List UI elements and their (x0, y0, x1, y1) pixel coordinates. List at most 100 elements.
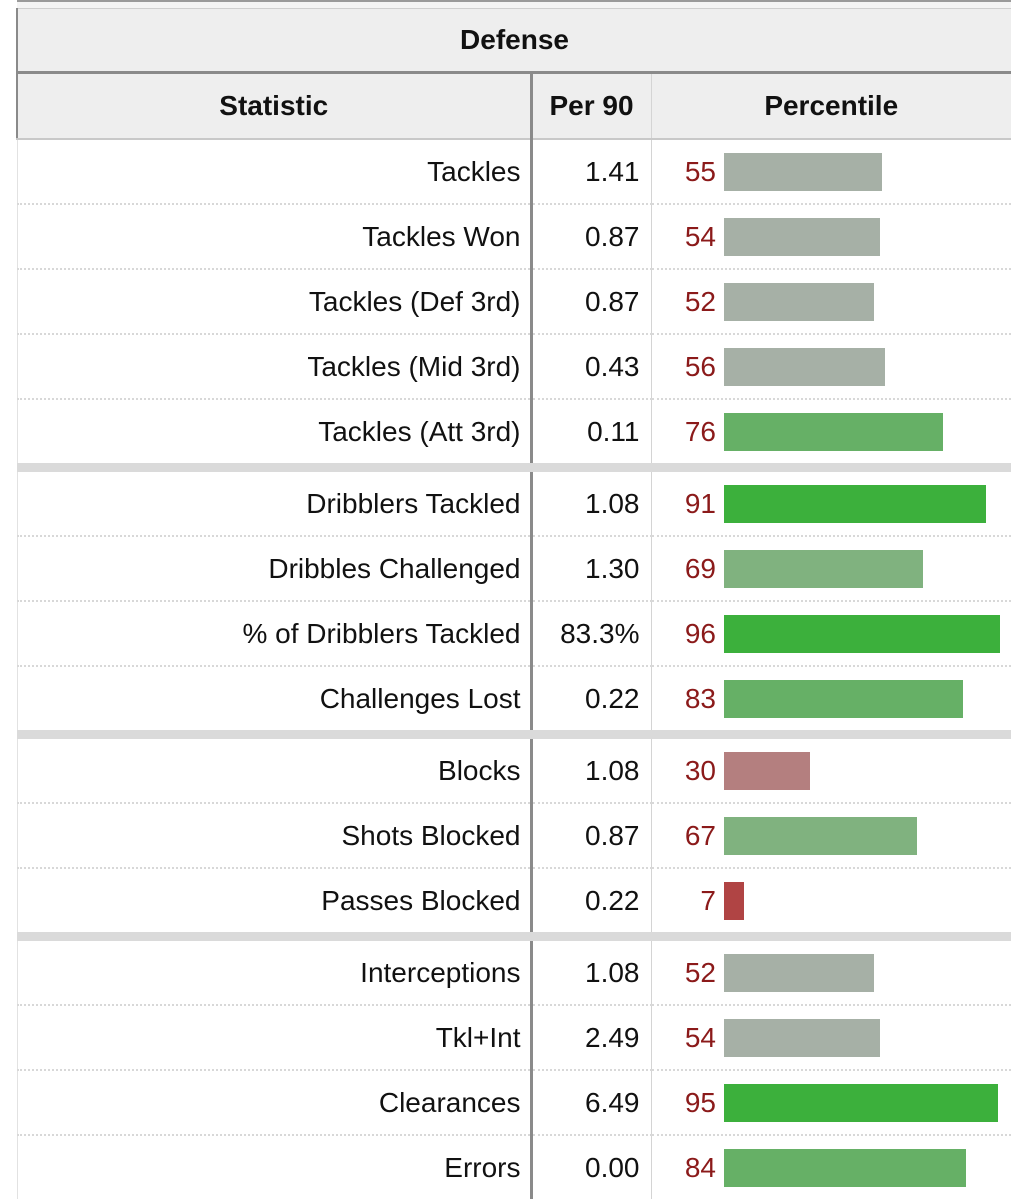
column-header-statistic[interactable]: Statistic (16, 72, 533, 140)
percentile-value: 76 (684, 415, 716, 447)
percentile-cell: 95 (651, 1070, 1011, 1136)
percentile-value: 84 (684, 1151, 716, 1183)
statistic-name[interactable]: Tkl+Int (16, 1005, 533, 1071)
table-row: Tackles (Mid 3rd) 0.43 56 (16, 334, 1011, 400)
per90-value: 0.87 (531, 204, 652, 270)
group-separator-cell (17, 463, 1011, 472)
percentile-bar (723, 1083, 998, 1122)
statistic-name[interactable]: % of Dribblers Tackled (16, 601, 533, 667)
group-separator (17, 463, 1011, 472)
table-row: Passes Blocked 0.22 7 (16, 868, 1011, 932)
percentile-value: 91 (684, 487, 716, 519)
top-border-strip (17, 0, 1011, 9)
percentile-bar (723, 217, 880, 256)
percentile-cell: 30 (651, 739, 1011, 804)
per90-value: 0.87 (531, 803, 652, 869)
percentile-cell: 91 (651, 472, 1011, 537)
table-row: Tackles 1.41 55 (16, 139, 1011, 205)
percentile-value: 52 (684, 956, 716, 988)
percentile-cell: 52 (651, 269, 1011, 335)
per90-value: 0.00 (531, 1135, 652, 1199)
percentile-bar (723, 881, 744, 920)
statistic-name[interactable]: Clearances (16, 1070, 533, 1136)
percentile-cell: 55 (651, 139, 1011, 205)
percentile-value: 69 (684, 552, 716, 584)
percentile-bar (723, 347, 885, 386)
group-separator-cell (17, 730, 1011, 739)
percentile-value: 96 (684, 617, 716, 649)
percentile-bar (723, 282, 874, 321)
per90-value: 0.43 (531, 334, 652, 400)
percentile-bar (723, 816, 917, 855)
statistic-name[interactable]: Interceptions (16, 941, 533, 1006)
per90-value: 1.08 (531, 739, 652, 804)
top-strip-cell (17, 0, 1011, 9)
percentile-value: 67 (684, 819, 716, 851)
per90-value: 0.11 (531, 399, 652, 463)
column-header-percentile[interactable]: Percentile (651, 72, 1011, 140)
percentile-bar (723, 1018, 880, 1057)
percentile-value: 55 (684, 155, 716, 187)
group-separator (17, 932, 1011, 941)
per90-value: 1.30 (531, 536, 652, 602)
percentile-value: 95 (684, 1086, 716, 1118)
table-row: Interceptions 1.08 52 (16, 941, 1011, 1006)
percentile-value: 83 (684, 682, 716, 714)
table-row: Tackles Won 0.87 54 (16, 204, 1011, 270)
percentile-value: 30 (684, 754, 716, 786)
percentile-value: 56 (684, 350, 716, 382)
statistic-name[interactable]: Passes Blocked (16, 868, 533, 932)
percentile-cell: 56 (651, 334, 1011, 400)
statistic-name[interactable]: Errors (16, 1135, 533, 1199)
per90-value: 83.3% (531, 601, 652, 667)
table-row: Clearances 6.49 95 (16, 1070, 1011, 1136)
statistic-name[interactable]: Tackles (Att 3rd) (16, 399, 533, 463)
percentile-cell: 83 (651, 666, 1011, 730)
table-row: Tkl+Int 2.49 54 (16, 1005, 1011, 1071)
statistic-name[interactable]: Dribbles Challenged (16, 536, 533, 602)
per90-value: 1.08 (531, 472, 652, 537)
statistic-name[interactable]: Dribblers Tackled (16, 472, 533, 537)
statistic-name[interactable]: Blocks (16, 739, 533, 804)
percentile-value: 52 (684, 285, 716, 317)
percentile-value: 54 (684, 1021, 716, 1053)
percentile-cell: 76 (651, 399, 1011, 463)
table-row: Tackles (Att 3rd) 0.11 76 (16, 399, 1011, 463)
statistic-name[interactable]: Tackles Won (16, 204, 533, 270)
statistic-name[interactable]: Tackles (Mid 3rd) (16, 334, 533, 400)
percentile-cell: 54 (651, 204, 1011, 270)
table-row: Shots Blocked 0.87 67 (16, 803, 1011, 869)
statistic-name[interactable]: Tackles (16, 139, 533, 205)
group-separator-cell (17, 932, 1011, 941)
percentile-cell: 52 (651, 941, 1011, 1006)
statistic-name[interactable]: Shots Blocked (16, 803, 533, 869)
table-row: % of Dribblers Tackled 83.3% 96 (16, 601, 1011, 667)
per90-value: 0.22 (531, 666, 652, 730)
percentile-cell: 7 (651, 868, 1011, 932)
percentile-bar (723, 412, 943, 451)
column-header-per90[interactable]: Per 90 (531, 72, 652, 140)
percentile-cell: 67 (651, 803, 1011, 869)
table-row: Tackles (Def 3rd) 0.87 52 (16, 269, 1011, 335)
per90-value: 6.49 (531, 1070, 652, 1136)
section-title: Defense (16, 8, 1011, 74)
percentile-value: 7 (700, 884, 716, 916)
per90-value: 1.41 (531, 139, 652, 205)
percentile-cell: 84 (651, 1135, 1011, 1199)
percentile-value: 54 (684, 220, 716, 252)
stats-body: Tackles 1.41 55 Tackles Won 0.87 54 Tackles (D… (16, 139, 1011, 1199)
percentile-cell: 96 (651, 601, 1011, 667)
per90-value: 0.22 (531, 868, 652, 932)
percentile-bar (723, 953, 874, 992)
table-row: Dribblers Tackled 1.08 91 (16, 472, 1011, 537)
section-header-row: Defense (16, 8, 1011, 74)
percentile-bar (723, 614, 1000, 653)
statistic-name[interactable]: Challenges Lost (16, 666, 533, 730)
percentile-bar (723, 152, 882, 191)
group-separator (17, 730, 1011, 739)
percentile-cell: 54 (651, 1005, 1011, 1071)
percentile-bar (723, 751, 810, 790)
per90-value: 0.87 (531, 269, 652, 335)
table-row: Challenges Lost 0.22 83 (16, 666, 1011, 730)
statistic-name[interactable]: Tackles (Def 3rd) (16, 269, 533, 335)
